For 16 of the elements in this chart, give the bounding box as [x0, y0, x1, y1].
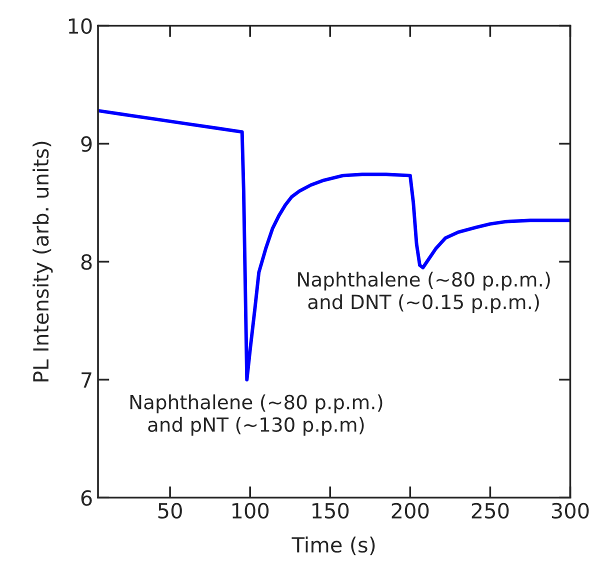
line-series [98, 108, 570, 382]
x-axis-title: Time (s) [292, 536, 375, 556]
y-axis-title: PL Intensity (arb. units) [32, 142, 53, 382]
y-tick-label: 7 [82, 372, 92, 388]
x-tick-label: 50 [158, 502, 182, 519]
x-tick-label: 250 [472, 502, 509, 519]
annotation: Naphthalene (~80 p.p.m.) and pNT (~130 p.p.m) [130, 394, 382, 436]
y-tick-label: 9 [81, 136, 92, 152]
x-tick-label: 150 [312, 502, 349, 519]
y-tick-label: 10 [68, 18, 92, 34]
annotation: Naphthalene (~80 p.p.m.) and DNT (~0.15 p.p.m.) [298, 272, 550, 314]
x-tick-label: 200 [392, 502, 429, 519]
x-tick-label: 100 [232, 502, 269, 519]
x-tick-label: 300 [552, 502, 589, 519]
y-tick-label: 8 [81, 254, 92, 270]
y-tick-label: 6 [81, 490, 92, 506]
